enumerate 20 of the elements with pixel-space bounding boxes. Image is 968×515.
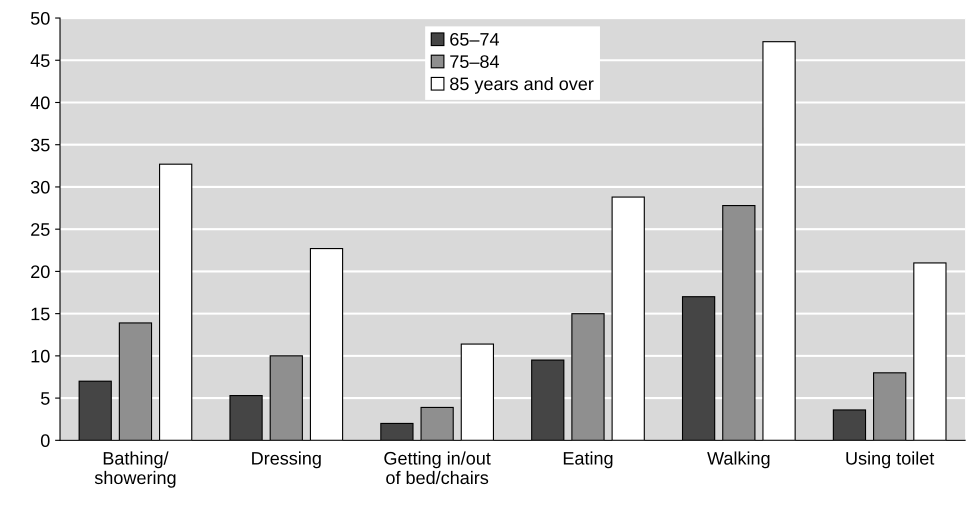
- legend-label: 75–84: [450, 55, 500, 68]
- x-tick-label: Bathing/ showering: [94, 451, 176, 488]
- y-tick-label: 30: [30, 180, 50, 194]
- y-tick-label: 10: [32, 350, 50, 363]
- x-tick-label: Eating: [564, 451, 612, 468]
- y-tick-label: 20: [31, 265, 50, 278]
- legend-label: 85 years and over: [450, 76, 594, 94]
- y-tick-label: 40: [30, 96, 50, 110]
- x-tick-label: Dressing: [252, 451, 321, 468]
- x-tick-label: Using toilet: [846, 451, 934, 468]
- y-tick-label: 50: [30, 12, 50, 25]
- y-tick-label: 0: [40, 434, 50, 448]
- y-tick-label: 45: [30, 54, 50, 67]
- y-tick-label: 15: [32, 308, 50, 320]
- y-tick-label: 25: [31, 223, 50, 236]
- y-tick-label: 5: [40, 392, 50, 405]
- x-tick-label: Walking: [707, 451, 770, 468]
- y-tick-label: 35: [30, 138, 50, 152]
- legend-label: 65–74: [450, 32, 500, 46]
- x-tick-label: Getting in/out of bed/chairs: [384, 451, 491, 484]
